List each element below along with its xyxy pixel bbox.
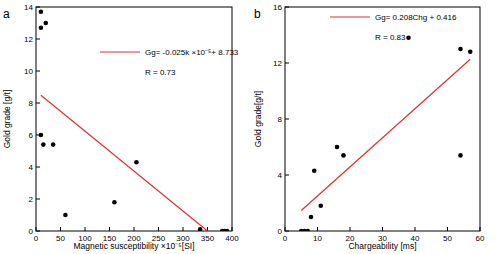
data-point bbox=[63, 213, 68, 218]
y-axis-label: Gold grade[g/t] bbox=[253, 91, 263, 147]
x-tick bbox=[447, 227, 448, 231]
x-tick bbox=[183, 227, 184, 231]
x-tick bbox=[158, 227, 159, 231]
y-tick-label: 4 bbox=[278, 171, 283, 180]
equation: Gg= -0.025k ×10⁻⁵+ 8.733 bbox=[145, 48, 239, 57]
x-tick bbox=[134, 227, 135, 231]
data-point bbox=[134, 160, 139, 165]
data-point bbox=[39, 26, 44, 31]
data-point bbox=[335, 145, 340, 150]
x-tick bbox=[480, 227, 481, 231]
data-point bbox=[341, 153, 346, 158]
y-tick bbox=[36, 231, 40, 232]
y-tick-label: 12 bbox=[24, 35, 33, 44]
x-tick-label: 400 bbox=[225, 234, 239, 243]
data-point bbox=[44, 21, 49, 26]
y-tick bbox=[36, 167, 40, 168]
x-tick bbox=[285, 227, 286, 231]
y-tick-label: 4 bbox=[29, 163, 34, 172]
y-tick bbox=[285, 63, 289, 64]
x-tick-label: 0 bbox=[283, 234, 288, 243]
x-tick-label: 350 bbox=[201, 234, 215, 243]
panel-label: b bbox=[254, 7, 261, 21]
data-point bbox=[458, 153, 463, 158]
y-tick bbox=[285, 119, 289, 120]
x-tick bbox=[350, 227, 351, 231]
data-point bbox=[312, 169, 317, 174]
y-tick bbox=[285, 7, 289, 8]
x-tick-label: 10 bbox=[313, 234, 322, 243]
x-tick-label: 50 bbox=[443, 234, 452, 243]
y-tick bbox=[36, 103, 40, 104]
x-tick-label: 0 bbox=[34, 234, 39, 243]
y-tick bbox=[36, 199, 40, 200]
y-tick-label: 8 bbox=[29, 99, 34, 108]
y-tick bbox=[36, 39, 40, 40]
regression-line bbox=[41, 95, 208, 231]
x-tick bbox=[415, 227, 416, 231]
data-point bbox=[305, 229, 310, 231]
data-point bbox=[198, 227, 203, 231]
data-point bbox=[41, 142, 46, 147]
y-tick-label: 0 bbox=[278, 227, 283, 236]
marks bbox=[299, 36, 473, 232]
equation: Gg= 0.208Chg + 0.416 bbox=[375, 13, 457, 22]
y-tick-label: 8 bbox=[278, 115, 283, 124]
y-tick-label: 6 bbox=[29, 131, 34, 140]
legend-line-sample bbox=[100, 51, 140, 52]
y-tick bbox=[285, 175, 289, 176]
panel-label: a bbox=[3, 7, 10, 21]
x-axis-label: Chargeability [ms] bbox=[348, 241, 416, 251]
x-tick bbox=[36, 227, 37, 231]
r-value: R = 0.83 bbox=[375, 33, 406, 42]
panel: 05010015020025030035040002468101214Magne… bbox=[2, 3, 239, 251]
y-tick bbox=[36, 71, 40, 72]
regression-line bbox=[301, 59, 470, 210]
y-tick-label: 10 bbox=[24, 67, 33, 76]
x-tick-label: 50 bbox=[56, 234, 65, 243]
y-tick-label: 14 bbox=[24, 3, 33, 12]
x-tick-label: 60 bbox=[476, 234, 485, 243]
x-tick bbox=[382, 227, 383, 231]
x-tick bbox=[85, 227, 86, 231]
x-tick bbox=[317, 227, 318, 231]
y-tick bbox=[285, 231, 289, 232]
data-point bbox=[406, 36, 411, 41]
x-tick bbox=[60, 227, 61, 231]
plot-frame bbox=[285, 7, 480, 231]
marks bbox=[39, 10, 230, 232]
x-tick bbox=[232, 227, 233, 231]
data-point bbox=[51, 142, 56, 147]
data-point bbox=[318, 204, 323, 209]
y-tick bbox=[36, 7, 40, 8]
y-tick-label: 12 bbox=[273, 59, 282, 68]
y-tick-label: 2 bbox=[29, 195, 34, 204]
figure: 05010015020025030035040002468101214Magne… bbox=[0, 0, 500, 254]
x-axis-label: Magnetic susceptibility ×10⁻⁵[SI] bbox=[73, 241, 194, 251]
data-point bbox=[39, 133, 44, 138]
r-value: R = 0.73 bbox=[145, 68, 176, 77]
panel: 01020304050600481216Chargeability [ms]Go… bbox=[253, 3, 485, 251]
data-point bbox=[39, 10, 44, 15]
plot-frame bbox=[36, 7, 232, 231]
data-point bbox=[309, 215, 314, 220]
y-axis-label: Gold grade [g/t] bbox=[2, 90, 12, 149]
y-tick-label: 0 bbox=[29, 227, 34, 236]
y-tick-label: 16 bbox=[273, 3, 282, 12]
data-point bbox=[468, 50, 473, 55]
legend-line-sample bbox=[330, 16, 370, 17]
data-point bbox=[458, 47, 463, 52]
data-point bbox=[225, 229, 230, 231]
x-tick bbox=[109, 227, 110, 231]
data-point bbox=[112, 200, 117, 205]
